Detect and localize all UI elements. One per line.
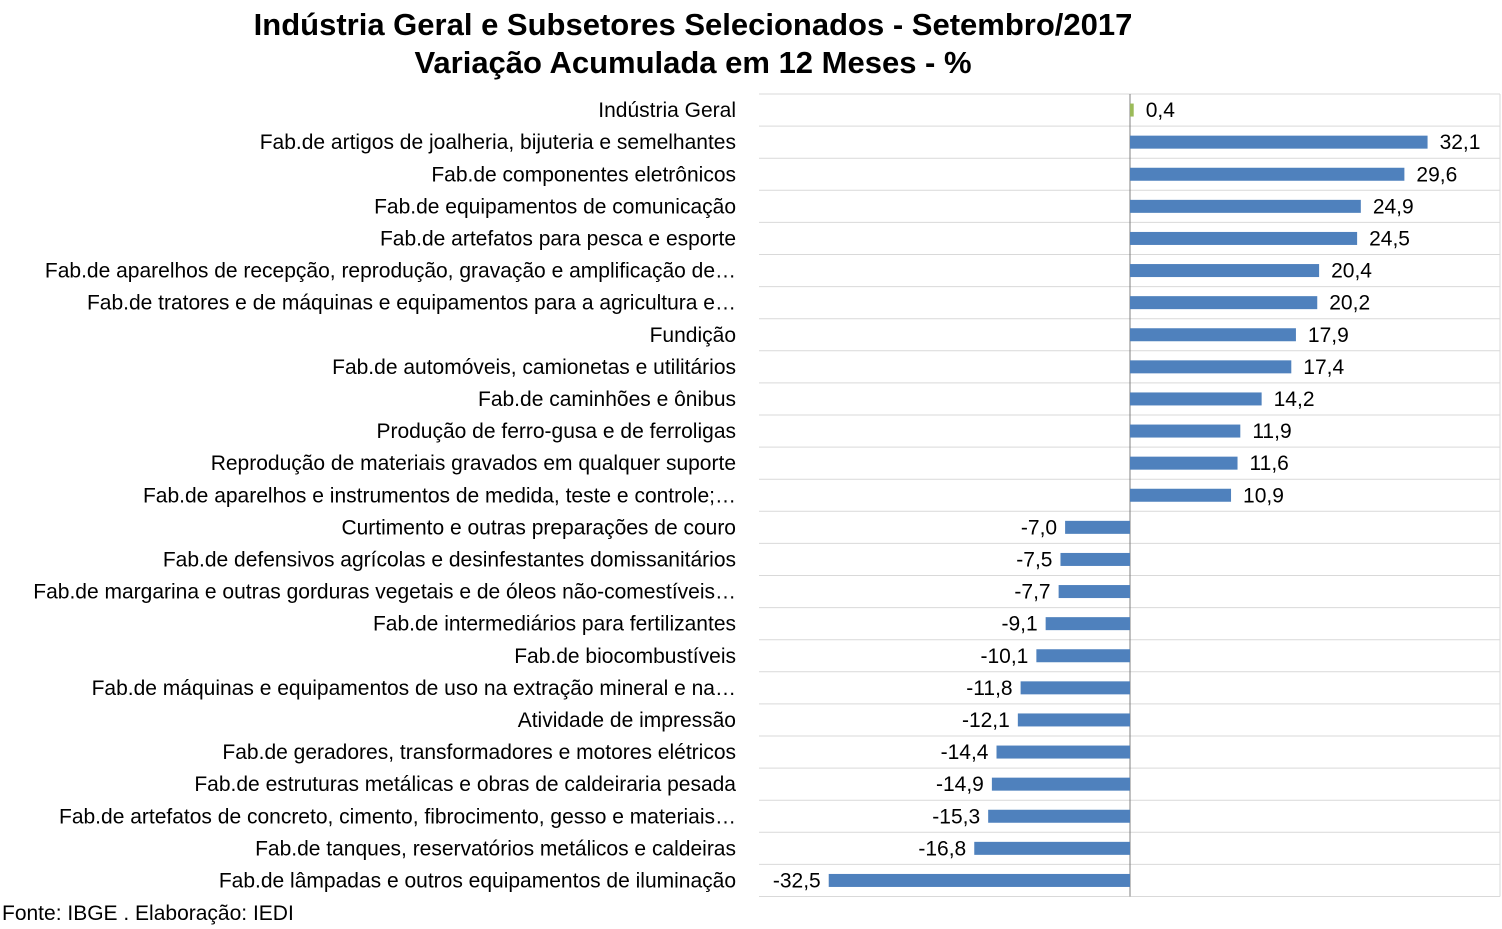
category-label: Fab.de geradores, transformadores e moto…	[222, 741, 736, 764]
source-footnote: Fonte: IBGE . Elaboração: IEDI	[2, 902, 294, 925]
bar	[1130, 231, 1358, 245]
data-label: 14,2	[1274, 388, 1315, 411]
category-label: Fab.de componentes eletrônicos	[431, 163, 736, 186]
category-label: Fab.de defensivos agrícolas e desinfesta…	[163, 548, 736, 571]
chart-title-block: Indústria Geral e Subsetores Selecionado…	[0, 6, 1386, 82]
category-label: Fab.de caminhões e ônibus	[478, 388, 736, 411]
category-label: Reprodução de materiais gravados em qual…	[211, 452, 736, 475]
bar	[996, 745, 1130, 759]
bar	[1130, 328, 1296, 342]
data-label: 0,4	[1146, 99, 1176, 122]
data-label: 20,2	[1329, 292, 1370, 315]
bar	[1130, 264, 1320, 278]
data-label: -15,3	[932, 805, 980, 828]
category-label: Fab.de margarina e outras gorduras veget…	[33, 581, 736, 604]
data-label: 24,9	[1373, 195, 1414, 218]
data-label: -14,9	[936, 773, 984, 796]
bar	[828, 873, 1130, 887]
data-label: 10,9	[1243, 484, 1284, 507]
category-label: Fab.de tanques, reservatórios metálicos …	[255, 837, 736, 860]
data-label: 17,4	[1303, 356, 1344, 379]
bar	[1130, 167, 1405, 181]
data-label: -7,0	[1021, 516, 1057, 539]
category-label: Indústria Geral	[598, 99, 736, 122]
bar	[1130, 135, 1428, 149]
bar	[1130, 360, 1292, 374]
category-label: Fab.de artefatos de concreto, cimento, f…	[59, 805, 736, 828]
category-label: Fab.de equipamentos de comunicação	[374, 195, 736, 218]
data-label: -32,5	[773, 869, 821, 892]
bar	[974, 841, 1130, 855]
data-label: -12,1	[962, 709, 1010, 732]
bar	[1060, 552, 1130, 566]
data-label: -9,1	[1001, 613, 1037, 636]
chart-title: Indústria Geral e Subsetores Selecionado…	[253, 7, 1133, 42]
bar	[1130, 103, 1134, 117]
bar	[988, 809, 1130, 823]
data-label: -16,8	[918, 837, 966, 860]
category-label: Produção de ferro-gusa e de ferroligas	[376, 420, 736, 443]
data-label: 11,9	[1252, 420, 1291, 443]
chart-subtitle: Variação Acumulada em 12 Meses - %	[414, 45, 972, 80]
category-label: Fab.de máquinas e equipamentos de uso na…	[92, 677, 736, 700]
category-label: Fab.de artefatos para pesca e esporte	[380, 227, 736, 250]
bar	[1130, 488, 1232, 502]
category-label: Curtimento e outras preparações de couro	[341, 516, 736, 539]
bar	[1045, 617, 1130, 631]
category-label: Fab.de lâmpadas e outros equipamentos de…	[219, 869, 736, 892]
category-label: Fab.de intermediários para fertilizantes	[373, 613, 736, 636]
data-label: 32,1	[1440, 131, 1481, 154]
data-label: -10,1	[980, 645, 1028, 668]
data-label: -7,7	[1014, 581, 1050, 604]
data-label: 17,9	[1308, 324, 1349, 347]
data-label: 11,6	[1250, 452, 1289, 475]
bar	[1130, 424, 1241, 438]
category-label: Fab.de biocombustíveis	[514, 645, 736, 668]
bar	[1065, 520, 1130, 534]
data-label: 24,5	[1369, 227, 1410, 250]
bar	[1130, 456, 1238, 470]
data-label: -11,8	[966, 677, 1012, 700]
data-label: 20,4	[1331, 260, 1372, 283]
category-label: Fab.de tratores e de máquinas e equipame…	[87, 292, 736, 315]
category-label: Fab.de aparelhos de recepção, reprodução…	[45, 260, 736, 283]
bar	[1036, 649, 1130, 663]
category-label: Fab.de estruturas metálicas e obras de c…	[194, 773, 736, 796]
bar	[1130, 199, 1361, 213]
category-label: Fab.de aparelhos e instrumentos de medid…	[143, 484, 736, 507]
category-label: Fundição	[650, 324, 736, 347]
bar	[1130, 296, 1318, 310]
data-label: -7,5	[1016, 548, 1052, 571]
bar	[1020, 681, 1130, 695]
data-label: 29,6	[1416, 163, 1457, 186]
bar	[1130, 392, 1262, 406]
data-label: -14,4	[941, 741, 989, 764]
bar	[1058, 585, 1130, 599]
category-label: Atividade de impressão	[518, 709, 736, 732]
category-label: Fab.de automóveis, camionetas e utilitár…	[332, 356, 736, 379]
category-label: Fab.de artigos de joalheria, bijuteria e…	[260, 131, 736, 154]
bar	[1017, 713, 1130, 727]
bar	[991, 777, 1130, 791]
